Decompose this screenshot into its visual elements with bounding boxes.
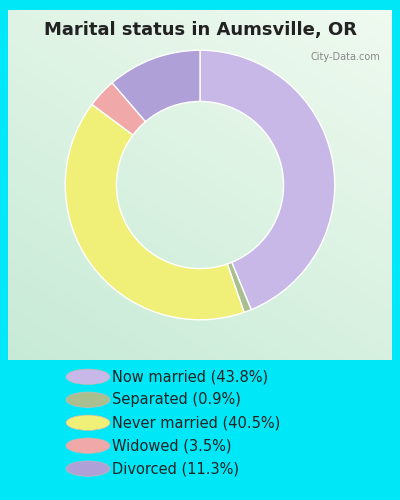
Wedge shape bbox=[227, 262, 251, 312]
Text: Never married (40.5%): Never married (40.5%) bbox=[112, 415, 280, 430]
Circle shape bbox=[66, 438, 110, 454]
Wedge shape bbox=[92, 83, 146, 135]
Text: City-Data.com: City-Data.com bbox=[311, 52, 380, 62]
Text: Divorced (11.3%): Divorced (11.3%) bbox=[112, 461, 239, 476]
Text: Separated (0.9%): Separated (0.9%) bbox=[112, 392, 241, 407]
Wedge shape bbox=[65, 104, 244, 320]
Text: Now married (43.8%): Now married (43.8%) bbox=[112, 370, 268, 384]
Circle shape bbox=[66, 461, 110, 476]
Text: Marital status in Aumsville, OR: Marital status in Aumsville, OR bbox=[44, 20, 356, 38]
Text: Widowed (3.5%): Widowed (3.5%) bbox=[112, 438, 232, 453]
Circle shape bbox=[66, 392, 110, 407]
Circle shape bbox=[66, 369, 110, 384]
Wedge shape bbox=[112, 50, 200, 122]
Circle shape bbox=[66, 415, 110, 430]
Wedge shape bbox=[200, 50, 335, 310]
